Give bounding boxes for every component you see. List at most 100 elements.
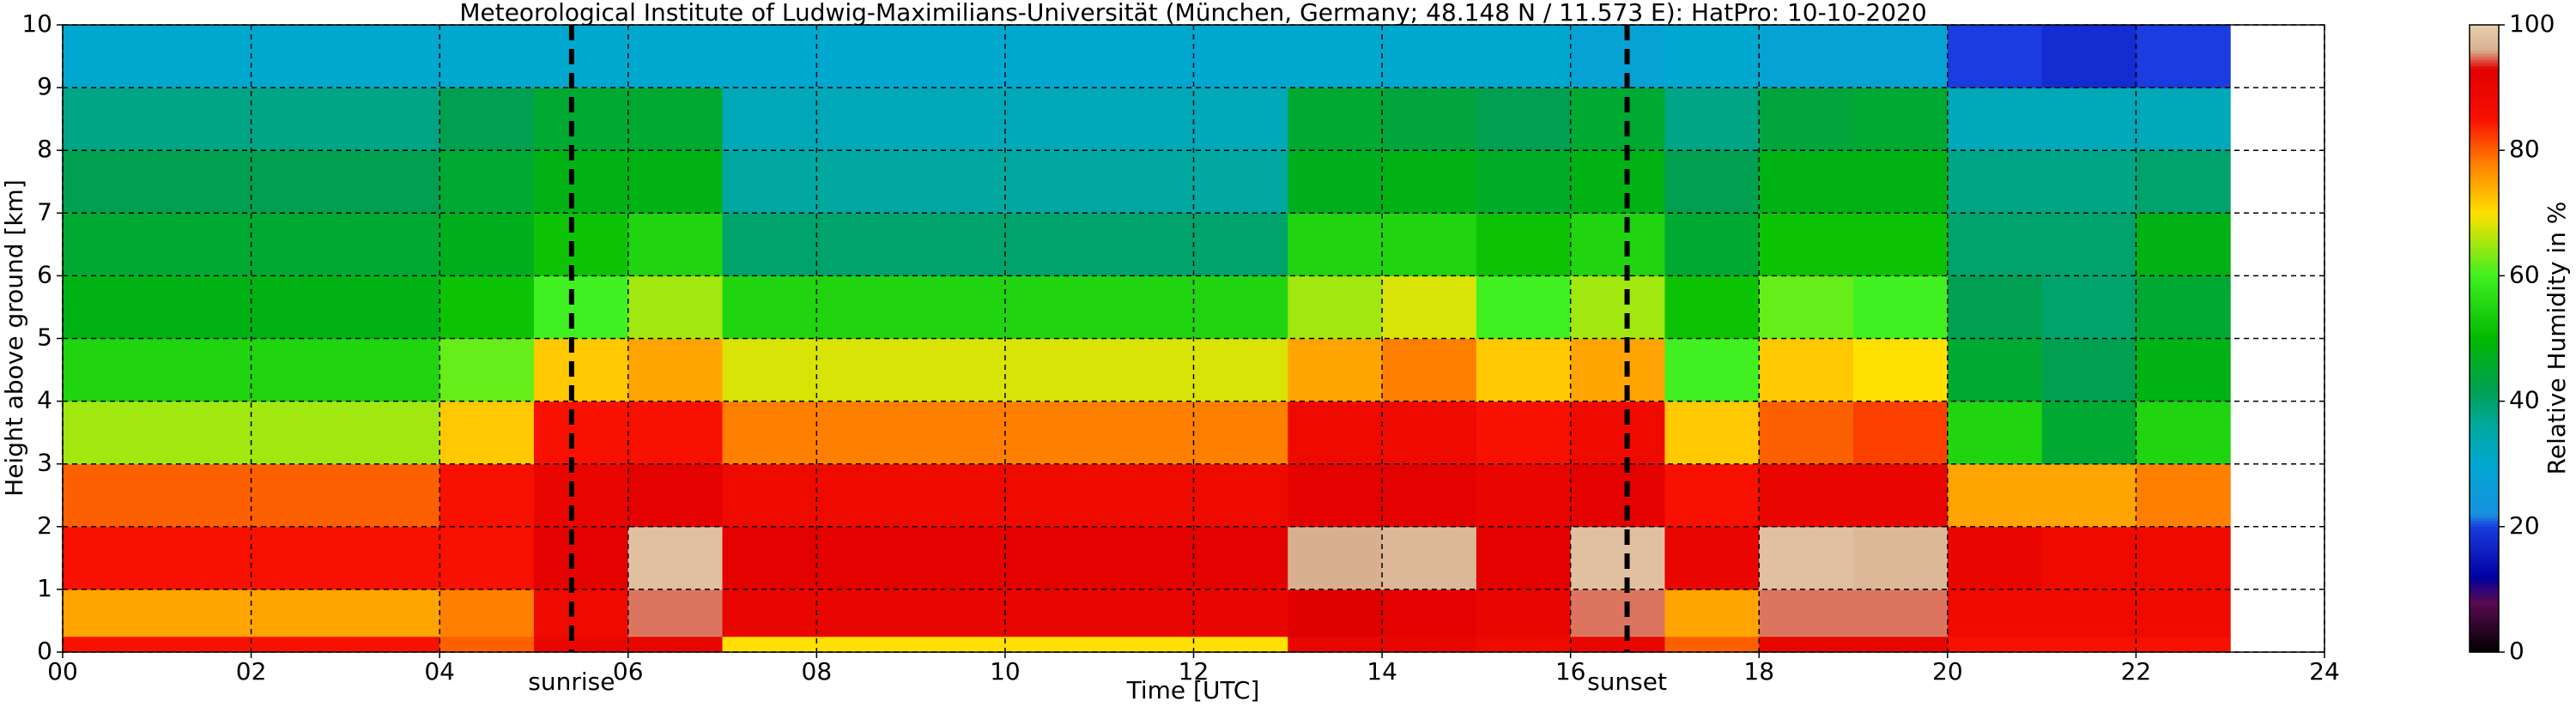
colorbar-segment bbox=[2470, 505, 2499, 509]
heat-cell bbox=[816, 213, 912, 276]
heat-cell bbox=[1099, 25, 1194, 88]
heat-cell bbox=[1570, 589, 1665, 638]
colorbar-segment bbox=[2470, 523, 2499, 528]
heat-cell bbox=[627, 88, 724, 151]
colorbar-segment bbox=[2470, 598, 2499, 603]
heat-cell bbox=[2041, 88, 2137, 151]
heat-cell bbox=[251, 338, 346, 402]
colorbar-segment bbox=[2470, 143, 2499, 148]
colorbar-segment bbox=[2470, 338, 2499, 342]
colorbar-segment bbox=[2470, 626, 2499, 631]
heat-cell bbox=[1947, 463, 2043, 528]
y-tick-label: 5 bbox=[37, 323, 52, 352]
heat-cell bbox=[627, 150, 724, 214]
colorbar-segment bbox=[2470, 37, 2499, 41]
colorbar-segment bbox=[2470, 150, 2499, 154]
colorbar-segment bbox=[2470, 511, 2499, 515]
heat-cell bbox=[1193, 526, 1288, 590]
y-axis-label: Height above ground [km] bbox=[0, 179, 28, 497]
heat-cell bbox=[722, 463, 817, 528]
heat-cell bbox=[1099, 338, 1194, 402]
colorbar-segment bbox=[2470, 209, 2499, 214]
heat-cell bbox=[1193, 25, 1288, 88]
heat-cell bbox=[1288, 88, 1383, 151]
heat-cell bbox=[1099, 589, 1194, 638]
colorbar-segment bbox=[2470, 552, 2499, 556]
heat-cell bbox=[1759, 526, 1854, 590]
colorbar-segment bbox=[2470, 454, 2499, 458]
colorbar-segment bbox=[2470, 65, 2499, 69]
heat-cell bbox=[1759, 338, 1854, 402]
colorbar-segment bbox=[2470, 247, 2499, 251]
heat-cell bbox=[1759, 88, 1854, 151]
heat-cell bbox=[2136, 589, 2231, 638]
heat-cell bbox=[1476, 25, 1572, 88]
colorbar-segment bbox=[2470, 325, 2499, 330]
colorbar-tick-label: 20 bbox=[2509, 511, 2540, 540]
colorbar-segment bbox=[2470, 473, 2499, 477]
heat-cell bbox=[345, 88, 440, 151]
colorbar-segment bbox=[2470, 470, 2499, 474]
colorbar-segment bbox=[2470, 423, 2499, 427]
colorbar-segment bbox=[2470, 554, 2499, 559]
heat-cell bbox=[1004, 275, 1100, 339]
colorbar-segment bbox=[2470, 269, 2499, 274]
heat-cell bbox=[911, 463, 1006, 528]
heat-cell bbox=[627, 25, 724, 88]
y-tick-label: 6 bbox=[37, 260, 52, 288]
colorbar-segment bbox=[2470, 310, 2499, 314]
colorbar-segment bbox=[2470, 429, 2499, 433]
heat-cell bbox=[156, 213, 252, 276]
colorbar-segment bbox=[2470, 461, 2499, 465]
colorbar-segment bbox=[2470, 457, 2499, 462]
y-tick-label: 3 bbox=[37, 449, 52, 477]
colorbar-segment bbox=[2470, 238, 2499, 242]
heat-cell bbox=[1099, 463, 1194, 528]
colorbar-segment bbox=[2470, 181, 2499, 186]
heat-cell bbox=[1382, 636, 1477, 653]
heat-cell bbox=[156, 88, 252, 151]
heat-cell bbox=[1382, 589, 1477, 638]
colorbar-segment bbox=[2470, 636, 2499, 640]
heat-cell bbox=[533, 25, 629, 88]
colorbar-segment bbox=[2470, 385, 2499, 390]
heat-cell bbox=[1947, 589, 2043, 638]
colorbar-segment bbox=[2470, 253, 2499, 258]
colorbar-segment bbox=[2470, 244, 2499, 249]
y-tick-label: 0 bbox=[37, 637, 52, 665]
colorbar-segment bbox=[2470, 351, 2499, 355]
colorbar-segment bbox=[2470, 526, 2499, 531]
x-tick-label: 24 bbox=[2309, 657, 2340, 686]
colorbar-segment bbox=[2470, 304, 2499, 308]
colorbar-segment bbox=[2470, 601, 2499, 606]
heat-cell bbox=[1853, 275, 1949, 339]
y-tick-label: 8 bbox=[37, 135, 52, 163]
colorbar-segment bbox=[2470, 444, 2499, 450]
colorbar-segment bbox=[2470, 40, 2499, 45]
colorbar-segment bbox=[2470, 300, 2499, 305]
heat-cell bbox=[911, 275, 1006, 339]
heat-cell bbox=[533, 589, 629, 638]
colorbar-segment bbox=[2470, 272, 2499, 276]
colorbar-segment bbox=[2470, 141, 2499, 145]
colorbar-segment bbox=[2470, 59, 2499, 63]
heat-cell bbox=[1664, 213, 1760, 276]
heat-cell bbox=[1099, 88, 1194, 151]
heat-cell bbox=[911, 401, 1006, 465]
colorbar-segment bbox=[2470, 153, 2499, 158]
heat-cell bbox=[439, 463, 535, 528]
heat-cell bbox=[1664, 401, 1760, 465]
colorbar-segment bbox=[2470, 645, 2499, 650]
heat-cell bbox=[722, 589, 817, 638]
heat-cell bbox=[722, 338, 817, 402]
heat-cell bbox=[1288, 526, 1383, 590]
colorbar-segment bbox=[2470, 607, 2499, 613]
heat-cell bbox=[722, 275, 817, 339]
colorbar-segment bbox=[2470, 586, 2499, 590]
heat-cell bbox=[1853, 526, 1949, 590]
colorbar-segment bbox=[2470, 376, 2499, 380]
heat-cell bbox=[63, 88, 158, 151]
colorbar-segment bbox=[2470, 370, 2499, 374]
heat-cell bbox=[439, 213, 535, 276]
colorbar-segment bbox=[2470, 564, 2499, 568]
